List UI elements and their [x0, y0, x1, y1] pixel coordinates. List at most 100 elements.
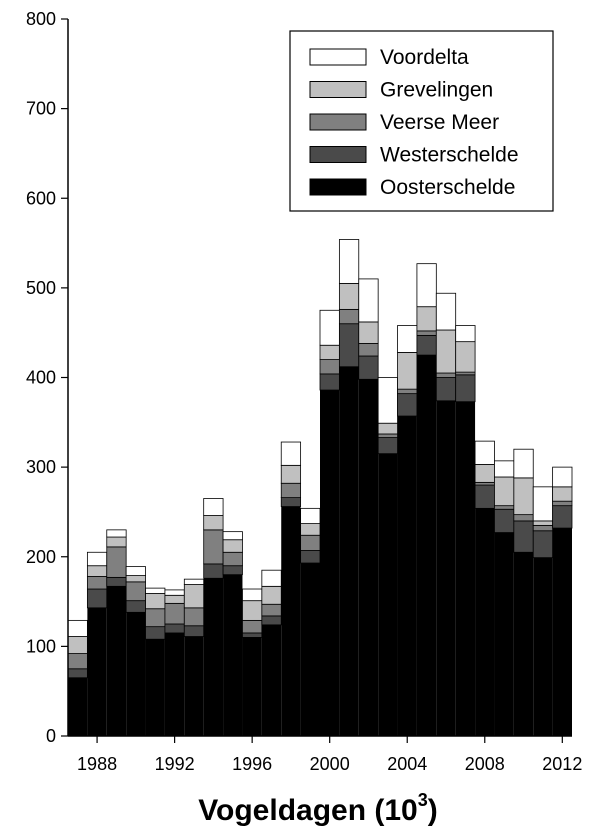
bar-1992-westerschelde — [164, 623, 185, 634]
bar-2012-veerse-meer — [552, 500, 573, 507]
bar-2002-oosterschelde — [358, 379, 379, 736]
bar-1995-grevelingen — [222, 539, 243, 553]
bar-2007-grevelingen — [455, 341, 476, 373]
bar-1988-voordelta — [86, 551, 108, 567]
bar-1991-voordelta — [145, 587, 166, 594]
bar-2011-veerse-meer — [532, 524, 554, 532]
x-tick-label-1996: 1996 — [232, 754, 272, 774]
bar-1987-grevelingen — [67, 636, 88, 654]
bar-2008-veerse-meer — [474, 481, 495, 486]
bar-2010-grevelingen — [513, 477, 534, 516]
bar-2007-westerschelde — [455, 374, 476, 403]
bar-1996-voordelta — [242, 588, 263, 602]
bar-2005-voordelta — [416, 263, 437, 308]
bar-2012-oosterschelde — [552, 528, 572, 736]
y-tick-label-200: 200 — [26, 547, 56, 567]
bar-2006-westerschelde — [435, 377, 457, 402]
bar-2000-westerschelde — [319, 373, 340, 391]
y-tick-label-800: 800 — [26, 9, 56, 29]
bar-2006-veerse-meer — [435, 372, 457, 378]
bar-1994-voordelta — [203, 498, 224, 516]
bar-1991-westerschelde — [145, 626, 166, 640]
bar-2000-grevelingen — [319, 344, 340, 360]
bar-1987-voordelta — [67, 619, 88, 637]
bar-1989-oosterschelde — [106, 586, 127, 736]
bar-2002-grevelingen — [358, 321, 379, 344]
bar-1995-veerse-meer — [222, 551, 243, 567]
bar-2006-voordelta — [435, 292, 457, 331]
bar-1998-voordelta — [280, 441, 302, 466]
bar-1990-grevelingen — [125, 575, 146, 583]
bar-2002-veerse-meer — [358, 343, 379, 357]
bar-1996-veerse-meer — [242, 619, 263, 634]
bar-1998-veerse-meer — [280, 482, 302, 498]
bar-2002-voordelta — [358, 278, 379, 323]
bar-2003-oosterschelde — [378, 453, 398, 736]
bar-1992-voordelta — [164, 589, 185, 596]
bar-1994-westerschelde — [203, 563, 224, 579]
bar-2008-westerschelde — [474, 484, 495, 509]
y-tick-label-400: 400 — [26, 368, 56, 388]
bar-2012-voordelta — [552, 466, 573, 488]
bar-1991-grevelingen — [145, 593, 166, 610]
x-tick-label-2000: 2000 — [310, 754, 350, 774]
bar-1999-grevelingen — [300, 523, 321, 536]
bar-1993-veerse-meer — [183, 607, 205, 627]
x-tick-label-1992: 1992 — [155, 754, 195, 774]
x-axis-label-end: ) — [428, 794, 438, 827]
legend-label-grevelingen: Grevelingen — [380, 79, 493, 102]
bar-2009-voordelta — [494, 460, 515, 478]
x-tick-label-2004: 2004 — [387, 754, 427, 774]
bar-2001-veerse-meer — [338, 308, 360, 325]
bar-1990-voordelta — [125, 566, 146, 576]
bar-1988-oosterschelde — [87, 607, 107, 736]
bar-1990-oosterschelde — [126, 612, 146, 736]
bar-2001-oosterschelde — [339, 366, 359, 736]
bar-2009-oosterschelde — [494, 532, 514, 736]
y-tick-label-500: 500 — [26, 278, 56, 298]
bar-1988-veerse-meer — [86, 576, 108, 590]
bar-1992-veerse-meer — [164, 602, 185, 625]
bars-group — [67, 239, 573, 736]
bar-2001-grevelingen — [338, 282, 360, 310]
bar-2007-veerse-meer — [455, 371, 476, 376]
bar-1992-oosterschelde — [164, 632, 185, 736]
bar-1989-veerse-meer — [106, 546, 127, 578]
legend-swatch-voordelta — [309, 48, 367, 66]
bar-1999-veerse-meer — [300, 534, 321, 551]
bar-1994-grevelingen — [203, 515, 224, 531]
bar-2005-westerschelde — [416, 334, 437, 356]
legend-swatch-veerse-meer — [309, 113, 367, 131]
bar-2006-grevelingen — [435, 329, 457, 374]
bar-1998-westerschelde — [280, 497, 302, 507]
x-tick-label-2012: 2012 — [542, 754, 582, 774]
bar-2005-grevelingen — [416, 306, 437, 332]
bar-2004-veerse-meer — [397, 388, 418, 395]
bar-2006-oosterschelde — [436, 400, 456, 736]
bar-1988-grevelingen — [86, 565, 108, 577]
bar-1990-westerschelde — [125, 600, 146, 613]
bar-1992-grevelingen — [164, 594, 185, 604]
bar-2009-westerschelde — [494, 508, 515, 533]
bar-2008-grevelingen — [474, 464, 495, 483]
bar-2004-westerschelde — [397, 393, 418, 417]
bar-2005-oosterschelde — [416, 355, 437, 736]
legend: Voordelta Grevelingen Veerse Meer Westersch… — [289, 30, 554, 212]
bar-1989-grevelingen — [106, 536, 127, 548]
bar-1987-veerse-meer — [67, 653, 88, 670]
x-tick-label-1988: 1988 — [77, 754, 117, 774]
bar-1989-westerschelde — [106, 576, 127, 587]
bar-1989-voordelta — [106, 529, 127, 538]
bar-1995-voordelta — [222, 531, 243, 541]
bar-2002-westerschelde — [358, 355, 379, 380]
x-axis-label: Vogeldagen (103) — [198, 790, 438, 827]
bar-2007-oosterschelde — [455, 401, 476, 736]
bar-2011-grevelingen — [532, 520, 554, 526]
bar-1991-veerse-meer — [145, 608, 166, 628]
bar-1993-voordelta — [183, 578, 205, 585]
bar-2003-veerse-meer — [377, 433, 398, 438]
bar-2003-voordelta — [377, 377, 398, 424]
y-tick-label-700: 700 — [26, 99, 56, 119]
bar-1991-oosterschelde — [145, 639, 165, 736]
